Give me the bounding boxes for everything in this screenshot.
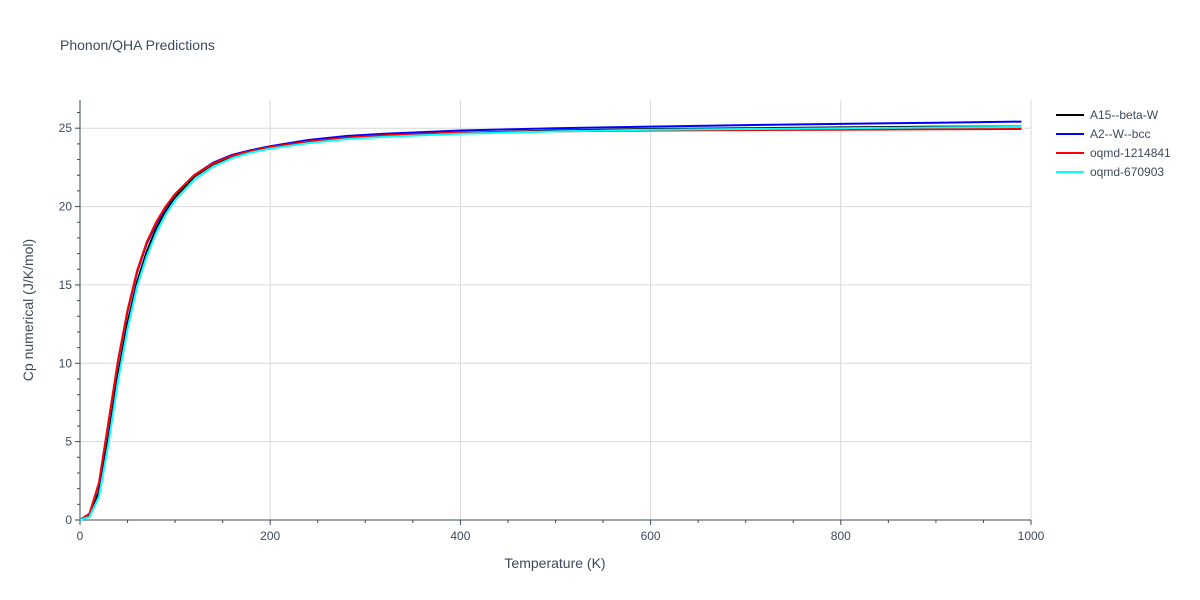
y-axis-title: Cp numerical (J/K/mol) — [20, 239, 36, 381]
x-axis-title: Temperature (K) — [504, 555, 605, 571]
x-tick-label: 600 — [641, 529, 661, 543]
x-tick-label: 800 — [831, 529, 851, 543]
x-tick-label: 1000 — [1018, 529, 1045, 543]
y-tick-label: 20 — [59, 200, 73, 214]
x-tick-label: 200 — [260, 529, 280, 543]
legend-label-2: A2--W--bcc — [1090, 127, 1150, 141]
y-tick-label: 0 — [65, 513, 72, 527]
legend: A15--beta-W A2--W--bcc oqmd-1214841 oqmd-67… — [1056, 108, 1171, 179]
series-line-4 — [79, 125, 1022, 521]
axes-layer: 0 200 400 600 800 1000 0 5 10 15 20 25 — [59, 100, 1045, 543]
legend-label-3: oqmd-1214841 — [1090, 146, 1171, 160]
y-tick-label: 10 — [59, 356, 73, 370]
x-tick-label: 0 — [77, 529, 84, 543]
y-tick-label: 15 — [59, 278, 73, 292]
x-tick-label: 400 — [450, 529, 470, 543]
series-layer — [79, 120, 1022, 521]
y-tick-label: 5 — [65, 435, 72, 449]
y-tick-label: 25 — [59, 121, 73, 135]
legend-label-4: oqmd-670903 — [1090, 165, 1164, 179]
legend-label-1: A15--beta-W — [1090, 108, 1159, 122]
chart-title: Phonon/QHA Predictions — [60, 37, 215, 53]
